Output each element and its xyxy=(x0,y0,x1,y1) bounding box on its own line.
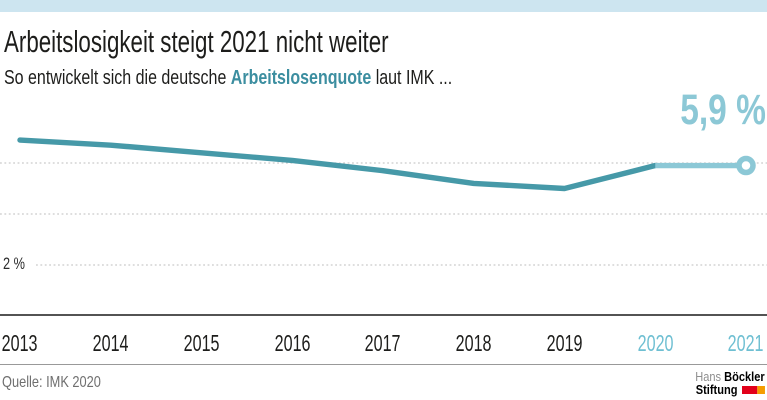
latest-value-label: 5,9 % xyxy=(680,86,766,134)
page-title: Arbeitslosigkeit steigt 2021 nicht weite… xyxy=(4,24,389,59)
footer-divider xyxy=(0,364,767,365)
x-tick-2014: 2014 xyxy=(92,330,129,356)
source-note: Quelle: IMK 2020 xyxy=(2,374,101,391)
x-tick-2013: 2013 xyxy=(2,330,38,356)
x-tick-2018: 2018 xyxy=(455,330,492,356)
logo-stiftung-text: Stiftung xyxy=(696,381,738,397)
logo-line1: Hans Böckler xyxy=(695,369,765,384)
hans-boeckler-stiftung-logo: Hans Böckler Stiftung xyxy=(695,369,765,397)
logo-mark xyxy=(742,384,765,397)
x-tick-2021: 2021 xyxy=(728,330,764,356)
logo-boeckler-text: Böckler xyxy=(724,369,765,384)
logo-mark-orange xyxy=(757,385,765,394)
subtitle-highlight: Arbeitslosenquote xyxy=(230,67,372,89)
logo-mark-red xyxy=(742,385,758,394)
logo-hans-text: Hans xyxy=(695,369,722,384)
x-tick-2015: 2015 xyxy=(183,330,220,356)
top-accent-bar xyxy=(0,0,767,12)
x-tick-2020: 2020 xyxy=(637,330,674,356)
subtitle-suffix: laut IMK ... xyxy=(371,67,453,89)
logo-line2: Stiftung xyxy=(696,381,765,397)
y-axis-gridline-label: 2 % xyxy=(3,254,25,273)
x-tick-2017: 2017 xyxy=(365,330,401,356)
chart-subtitle: So entwickelt sich die deutsche Arbeitsl… xyxy=(4,67,452,90)
x-tick-2019: 2019 xyxy=(546,330,583,356)
x-tick-2016: 2016 xyxy=(274,330,311,356)
subtitle-prefix: So entwickelt sich die deutsche xyxy=(4,67,231,89)
